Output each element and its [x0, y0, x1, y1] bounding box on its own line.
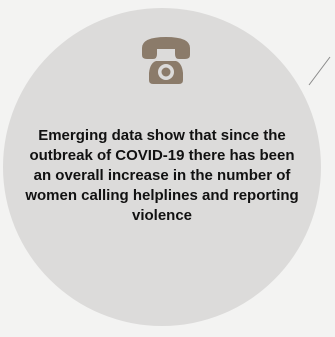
telephone-icon [136, 30, 196, 90]
callout-text: Emerging data show that since the outbre… [25, 127, 299, 224]
